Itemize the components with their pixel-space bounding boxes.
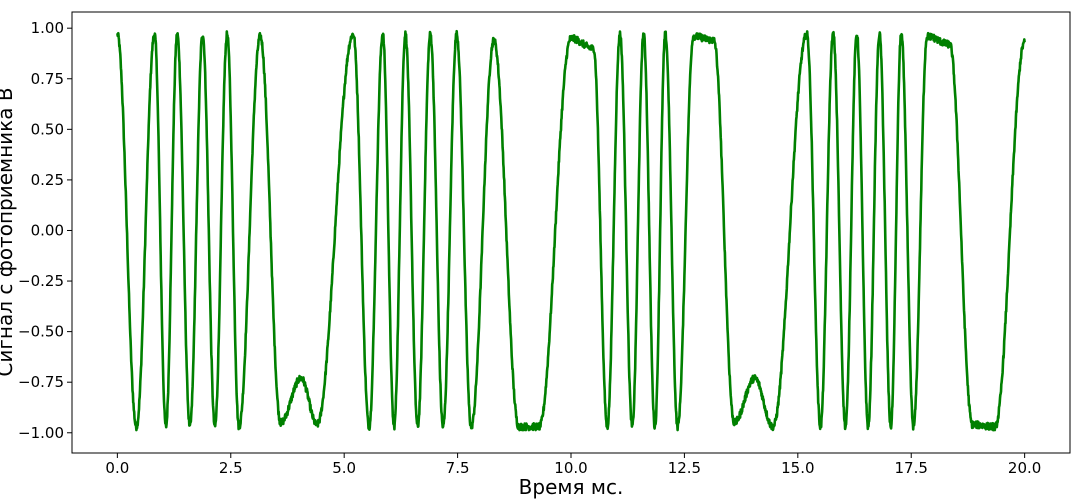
x-tick-label: 10.0	[554, 459, 587, 477]
y-tick-label: −0.75	[18, 373, 64, 391]
signal-line	[116, 29, 1026, 432]
y-axis-title: Сигнал с фотоприемника В	[0, 87, 17, 376]
x-tick-label: 7.5	[446, 459, 470, 477]
y-tick-label: −0.50	[18, 323, 64, 341]
x-tick-label: 0.0	[105, 459, 129, 477]
x-tick-label: 12.5	[668, 459, 701, 477]
x-axis-title: Время мс.	[519, 475, 624, 499]
y-tick-label: 0.75	[31, 70, 64, 88]
x-tick-label: 15.0	[781, 459, 814, 477]
y-axis-ticks: 1.00 0.75 0.50 0.25 0.00 −0.25 −0.50 −0.75 −1.00	[18, 19, 72, 442]
y-tick-label: 0.50	[31, 120, 64, 138]
x-tick-label: 5.0	[332, 459, 356, 477]
y-tick-label: 1.00	[31, 19, 64, 37]
y-tick-label: 0.25	[31, 171, 64, 189]
y-tick-label: 0.00	[31, 221, 64, 239]
x-tick-label: 2.5	[219, 459, 243, 477]
plot-frame	[71, 11, 1071, 454]
y-tick-label: −1.00	[18, 424, 64, 442]
x-tick-label: 17.5	[895, 459, 928, 477]
x-tick-label: 20.0	[1008, 459, 1041, 477]
x-axis-ticks: 0.0 2.5 5.0 7.5 10.0 12.5 15.0 17.5 20.0	[105, 453, 1041, 477]
y-tick-label: −0.25	[18, 272, 64, 290]
